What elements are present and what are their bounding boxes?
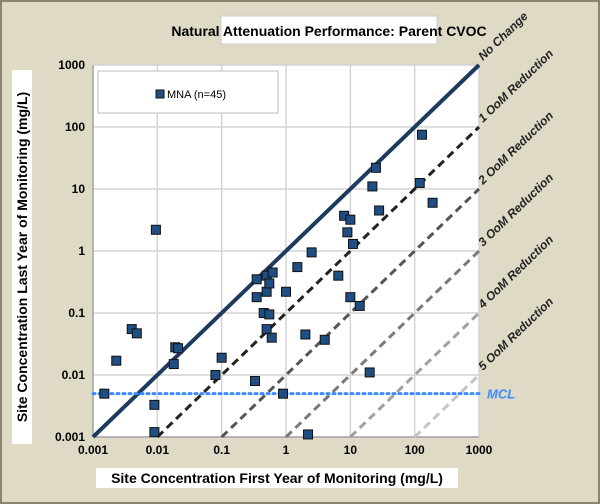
- chart-title: Natural Attenuation Performance: Parent …: [171, 23, 486, 39]
- data-point: [267, 267, 278, 278]
- x-tick-label: 10: [344, 443, 358, 457]
- reference-line: [156, 125, 481, 439]
- data-point: [168, 359, 179, 370]
- data-point: [374, 205, 385, 216]
- data-point: [333, 270, 344, 281]
- data-point: [150, 224, 161, 235]
- data-point: [281, 286, 291, 297]
- y-tick-label: 10: [72, 182, 86, 196]
- legend-marker: [155, 89, 165, 99]
- x-tick-label: 1: [283, 443, 290, 457]
- reference-line: [413, 373, 481, 439]
- data-point: [278, 388, 289, 399]
- data-point: [131, 328, 142, 339]
- data-point: [306, 247, 317, 258]
- data-point: [210, 370, 221, 380]
- data-point: [216, 352, 227, 363]
- x-tick-label: 1000: [466, 443, 493, 457]
- reference-line: [284, 249, 481, 439]
- mcl-label: MCL: [487, 387, 515, 402]
- data-point: [319, 334, 330, 345]
- x-axis-label: Site Concentration First Year of Monitor…: [111, 470, 443, 486]
- y-tick-label: 0.01: [62, 368, 86, 382]
- reference-line: [91, 63, 481, 439]
- data-point: [345, 292, 356, 303]
- data-point: [264, 278, 275, 289]
- legend-label: MNA (n=45): [167, 89, 226, 101]
- y-tick-label: 0.1: [68, 306, 85, 320]
- title-box: [220, 15, 438, 45]
- data-point: [292, 262, 303, 273]
- data-point: [251, 292, 262, 303]
- reference-line: [349, 311, 481, 439]
- x-tick-label: 0.001: [78, 443, 108, 457]
- data-point: [414, 177, 425, 188]
- data-point: [264, 309, 275, 320]
- y-tick-label: 1: [78, 244, 85, 258]
- data-point: [111, 355, 122, 366]
- data-point: [261, 324, 272, 335]
- ylabel-box: [12, 70, 32, 444]
- legend: MNA (n=45): [97, 70, 279, 114]
- y-tick-label: 1000: [58, 58, 85, 72]
- data-point: [303, 429, 314, 440]
- data-point: [149, 399, 160, 410]
- reference-line: [220, 187, 481, 439]
- data-point: [427, 197, 438, 208]
- data-point: [266, 332, 277, 343]
- data-point: [354, 300, 365, 311]
- data-point: [416, 129, 427, 140]
- data-point: [345, 214, 356, 225]
- data-point: [149, 427, 160, 438]
- data-point: [370, 162, 381, 173]
- y-tick-label: 100: [65, 120, 85, 134]
- y-tick-label: 0.001: [55, 430, 85, 444]
- data-point: [250, 376, 261, 387]
- data-point: [300, 329, 311, 340]
- data-point: [342, 227, 353, 238]
- x-tick-label: 0.1: [213, 443, 230, 457]
- data-point: [347, 238, 358, 249]
- data-point: [173, 343, 184, 354]
- x-tick-label: 100: [405, 443, 425, 457]
- data-point: [99, 388, 110, 399]
- data-point: [261, 286, 272, 297]
- y-axis-label: Site Concentration Last Year of Monitori…: [14, 92, 30, 422]
- data-point: [251, 274, 262, 285]
- data-point: [364, 367, 375, 378]
- x-tick-label: 0.01: [146, 443, 170, 457]
- xlabel-box: [96, 468, 458, 488]
- data-point: [367, 181, 378, 192]
